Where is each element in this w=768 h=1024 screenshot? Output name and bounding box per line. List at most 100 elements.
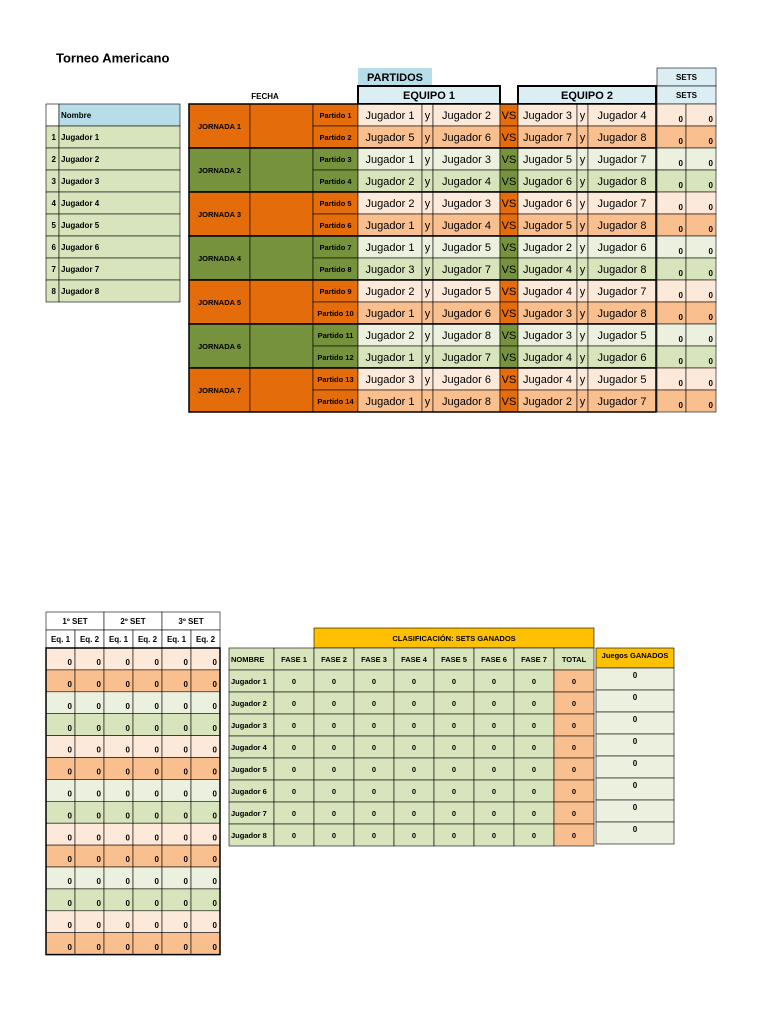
set-score: 0 [184,790,189,799]
team-player: Jugador 8 [598,220,647,232]
and-label: y [425,176,431,188]
partido-label: Partido 10 [317,309,353,318]
partido-label: Partido 3 [319,155,351,164]
partidos-header-cell [358,68,432,86]
team-player: Jugador 5 [598,330,647,342]
sets-value: 0 [709,335,714,344]
team-player: Jugador 2 [366,198,415,210]
team-player: Jugador 3 [442,154,491,166]
classification-header: FASE 2 [321,655,347,664]
classification-value: 0 [532,787,536,796]
classification-value: 0 [412,809,416,818]
classification-value: 0 [572,743,576,752]
classification-value: 0 [532,809,536,818]
set-score: 0 [184,724,189,733]
classification-name: Jugador 7 [231,809,267,818]
team-player: Jugador 1 [366,308,415,320]
set-score: 0 [126,790,131,799]
set-score: 0 [213,943,218,952]
set-score: 0 [68,702,73,711]
set-score: 0 [155,702,160,711]
classification-name: Jugador 5 [231,765,267,774]
set-score: 0 [68,658,73,667]
player-number: 2 [52,155,57,164]
classification-value: 0 [492,721,496,730]
sets-value: 0 [709,357,714,366]
sets-value: 0 [709,247,714,256]
team-player: Jugador 3 [523,330,572,342]
team-player: Jugador 4 [523,264,572,276]
set-label: 1º SET [62,617,87,626]
set-score: 0 [155,855,160,864]
set-score: 0 [155,943,160,952]
games-value: 0 [633,737,638,746]
player-number: 5 [52,221,57,230]
sets-value: 0 [709,313,714,322]
classification-value: 0 [332,809,336,818]
classification-header: FASE 4 [401,655,428,664]
and-label: y [580,374,586,386]
classification-value: 0 [532,699,536,708]
vs-label: VS [502,374,517,386]
set-score: 0 [97,680,102,689]
and-label: y [425,264,431,276]
set-score: 0 [184,899,189,908]
classification-value: 0 [292,677,296,686]
and-label: y [580,286,586,298]
set-score: 0 [213,680,218,689]
vs-label: VS [502,396,517,408]
set-score: 0 [213,658,218,667]
partido-label: Partido 14 [317,397,354,406]
sets-value: 0 [679,247,684,256]
set-score: 0 [97,921,102,930]
fecha-cell [249,279,314,325]
set-score: 0 [68,724,73,733]
classification-value: 0 [452,809,456,818]
equipo2-header: EQUIPO 2 [561,90,613,102]
classification-value: 0 [492,677,496,686]
set-score: 0 [97,724,102,733]
fecha-cell [249,367,314,413]
classification-value: 0 [572,831,576,840]
set-score: 0 [97,833,102,842]
set-score: 0 [213,746,218,755]
team-player: Jugador 6 [442,132,491,144]
sets-value: 0 [709,159,714,168]
set-score: 0 [184,680,189,689]
set-score: 0 [97,899,102,908]
and-label: y [580,308,586,320]
games-value: 0 [633,693,638,702]
classification-value: 0 [492,787,496,796]
set-score: 0 [126,724,131,733]
classification-value-cell [553,823,595,847]
set-score: 0 [126,746,131,755]
classification-value: 0 [292,787,296,796]
classification-value: 0 [412,831,416,840]
and-label: y [425,198,431,210]
classification-value: 0 [452,721,456,730]
and-label: y [425,132,431,144]
set-label: 2º SET [120,617,145,626]
classification-name: Jugador 6 [231,787,267,796]
team-player: Jugador 7 [442,352,491,364]
and-label: y [425,374,431,386]
set-score: 0 [213,702,218,711]
classification-value: 0 [532,743,536,752]
set-score: 0 [68,811,73,820]
classification-value: 0 [492,831,496,840]
team-player: Jugador 6 [523,198,572,210]
set-score: 0 [97,702,102,711]
classification-value: 0 [292,765,296,774]
sets-value: 0 [679,291,684,300]
team-player: Jugador 2 [366,330,415,342]
sets-value: 0 [679,379,684,388]
games-value: 0 [633,803,638,812]
set-score: 0 [68,855,73,864]
classification-header: NOMBRE [231,655,264,664]
set-score: 0 [126,680,131,689]
and-label: y [580,264,586,276]
players-header: Nombre [61,111,92,120]
partido-label: Partido 4 [319,177,352,186]
classification-name: Jugador 3 [231,721,267,730]
